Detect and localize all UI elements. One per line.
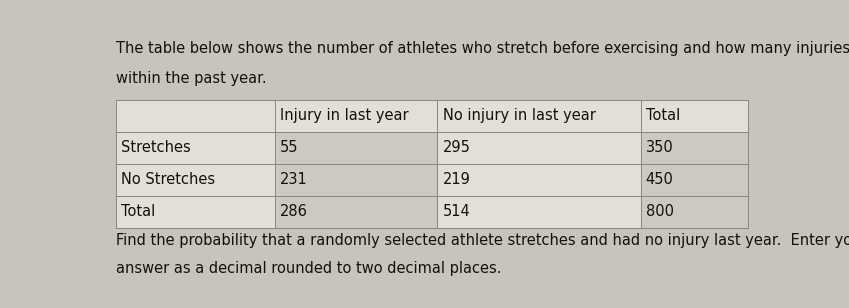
Bar <box>116 100 275 132</box>
Bar <box>437 164 640 196</box>
Text: 295: 295 <box>442 140 470 155</box>
Bar <box>275 132 437 164</box>
Bar <box>640 100 748 132</box>
Text: No injury in last year: No injury in last year <box>442 108 595 123</box>
Bar <box>640 196 748 228</box>
Bar <box>437 196 640 228</box>
Bar <box>116 196 275 228</box>
Text: 219: 219 <box>442 172 470 187</box>
Text: 286: 286 <box>280 205 308 219</box>
Text: Injury in last year: Injury in last year <box>280 108 408 123</box>
Bar <box>275 100 437 132</box>
Text: 55: 55 <box>280 140 299 155</box>
Text: Stretches: Stretches <box>121 140 191 155</box>
Bar <box>116 132 275 164</box>
Text: 514: 514 <box>442 205 470 219</box>
Text: answer as a decimal rounded to two decimal places.: answer as a decimal rounded to two decim… <box>116 261 502 276</box>
Text: No Stretches: No Stretches <box>121 172 216 187</box>
Bar <box>640 132 748 164</box>
Text: The table below shows the number of athletes who stretch before exercising and h: The table below shows the number of athl… <box>116 41 849 55</box>
Text: Total: Total <box>646 108 680 123</box>
Text: Total: Total <box>121 205 155 219</box>
Text: 450: 450 <box>646 172 673 187</box>
Text: within the past year.: within the past year. <box>116 71 267 86</box>
Bar <box>437 132 640 164</box>
Text: 231: 231 <box>280 172 308 187</box>
Bar <box>275 164 437 196</box>
Bar <box>275 196 437 228</box>
Bar <box>116 164 275 196</box>
Text: Find the probability that a randomly selected athlete stretches and had no injur: Find the probability that a randomly sel… <box>116 233 849 248</box>
Text: 800: 800 <box>646 205 674 219</box>
Bar <box>437 100 640 132</box>
Text: 350: 350 <box>646 140 673 155</box>
Bar <box>640 164 748 196</box>
